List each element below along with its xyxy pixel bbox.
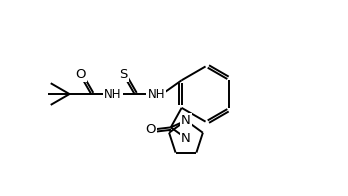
Text: N: N	[181, 132, 191, 145]
Text: N: N	[181, 114, 191, 127]
Text: O: O	[75, 68, 86, 81]
Text: O: O	[145, 123, 156, 136]
Text: NH: NH	[104, 88, 122, 101]
Text: NH: NH	[148, 88, 165, 101]
Text: S: S	[119, 68, 128, 81]
